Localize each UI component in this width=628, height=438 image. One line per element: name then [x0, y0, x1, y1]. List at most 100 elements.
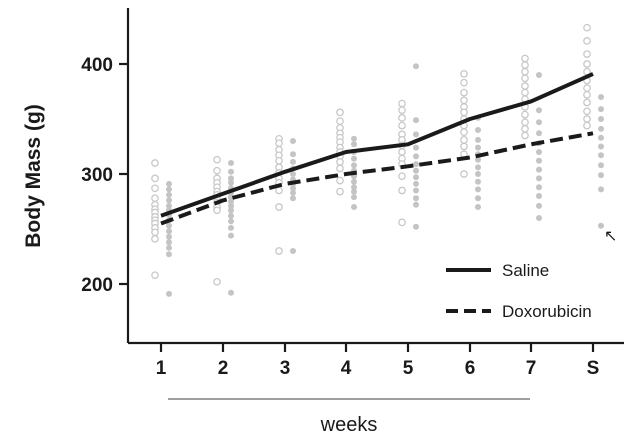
- saline-point: [460, 78, 468, 87]
- doxorubicin-point: [536, 130, 542, 137]
- doxorubicin-point: [536, 184, 542, 191]
- doxorubicin-point: [290, 138, 296, 144]
- legend: Saline Doxorubicin: [446, 261, 592, 321]
- doxorubicin-point: [536, 149, 542, 155]
- series-lines: [160, 72, 594, 226]
- doxorubicin-point: [536, 166, 542, 173]
- saline-point: [460, 142, 468, 151]
- x-tick-label: 3: [280, 358, 291, 379]
- saline-point: [151, 235, 159, 243]
- saline-point: [398, 218, 406, 227]
- doxorubicin-point: [475, 156, 481, 163]
- saline-point: [398, 114, 406, 122]
- doxorubicin-point: [290, 151, 296, 158]
- doxorubicin-point: [290, 158, 296, 165]
- saline-point: [521, 61, 529, 69]
- saline-point: [398, 99, 406, 108]
- doxorubicin-point: [290, 248, 296, 254]
- doxorubicin-point: [351, 188, 357, 195]
- saline-point: [521, 131, 529, 140]
- saline-point: [521, 125, 529, 133]
- doxorubicin-point: [290, 189, 296, 196]
- doxorubicin-point: [166, 222, 172, 229]
- doxorubicin-point: [166, 180, 172, 187]
- saline-point: [213, 166, 221, 175]
- saline-point: [460, 96, 468, 105]
- doxorubicin-point: [413, 201, 419, 208]
- y-tick-label: 300: [81, 165, 113, 186]
- saline-point: [336, 164, 344, 173]
- x-tick-label: 1: [156, 358, 167, 379]
- saline-series-line: [160, 72, 594, 218]
- doxorubicin-point: [166, 251, 172, 258]
- saline-point: [460, 88, 468, 97]
- doxorubicin-point: [228, 212, 234, 219]
- doxorubicin-point: [166, 239, 172, 246]
- doxorubicin-point: [536, 107, 542, 114]
- doxorubicin-point: [475, 164, 481, 171]
- doxorubicin-point: [475, 136, 481, 143]
- doxorubicin-point: [413, 180, 419, 187]
- saline-point: [460, 70, 468, 78]
- doxorubicin-point: [598, 116, 604, 122]
- saline-point: [583, 50, 591, 58]
- saline-point: [151, 228, 159, 237]
- y-tick-label: 200: [81, 275, 113, 296]
- saline-point: [213, 277, 221, 286]
- saline-point: [398, 172, 406, 181]
- doxorubicin-point: [475, 144, 481, 151]
- doxorubicin-point: [228, 179, 234, 186]
- x-tick-label: 5: [403, 358, 414, 379]
- doxorubicin-point: [413, 153, 419, 160]
- saline-point: [460, 108, 468, 117]
- doxorubicin-point: [536, 119, 542, 126]
- saline-point: [460, 128, 468, 137]
- doxorubicin-point: [166, 186, 172, 193]
- doxorubicin-point: [536, 193, 542, 199]
- doxorubicin-point: [413, 144, 419, 151]
- doxorubicin-point: [413, 195, 419, 202]
- doxorubicin-series-line: [160, 131, 594, 226]
- doxorubicin-point: [228, 289, 234, 296]
- x-axis-label: weeks: [320, 414, 378, 436]
- doxorubicin-point: [166, 228, 172, 235]
- legend-saline-label: Saline: [502, 261, 549, 280]
- doxorubicin-point: [598, 106, 604, 113]
- doxorubicin-point: [228, 168, 234, 175]
- doxorubicin-point: [598, 134, 604, 141]
- doxorubicin-point: [536, 215, 542, 221]
- doxorubicin-point: [598, 172, 604, 179]
- saline-point: [460, 136, 468, 144]
- doxorubicin-point: [598, 152, 604, 159]
- saline-point: [521, 82, 529, 90]
- x-tick-label: 6: [465, 358, 476, 379]
- saline-point: [521, 54, 529, 63]
- legend-doxorubicin-label: Doxorubicin: [502, 302, 592, 321]
- doxorubicin-point: [536, 175, 542, 182]
- saline-point: [583, 107, 591, 116]
- saline-point: [398, 148, 406, 156]
- x-tick-label: 4: [341, 358, 352, 379]
- y-axis-label: Body Mass (g): [22, 104, 45, 248]
- saline-point: [583, 23, 591, 32]
- doxorubicin-point: [228, 194, 234, 201]
- doxorubicin-point: [475, 204, 481, 210]
- x-tick-label: S: [587, 358, 600, 379]
- y-ticks: 200 300 400: [81, 55, 128, 296]
- doxorubicin-point: [598, 125, 604, 132]
- doxorubicin-point: [228, 160, 234, 166]
- saline-point: [398, 186, 406, 195]
- saline-point: [521, 67, 529, 76]
- doxorubicin-point: [166, 290, 172, 297]
- saline-point: [521, 74, 529, 83]
- doxorubicin-point: [228, 207, 234, 214]
- x-tick-label: 7: [526, 358, 537, 379]
- saline-point: [213, 155, 221, 164]
- saline-point: [151, 271, 159, 280]
- y-tick-label: 400: [81, 55, 113, 76]
- doxorubicin-point: [413, 161, 419, 168]
- doxorubicin-point: [598, 186, 604, 193]
- saline-point: [151, 194, 159, 203]
- doxorubicin-point: [536, 202, 542, 209]
